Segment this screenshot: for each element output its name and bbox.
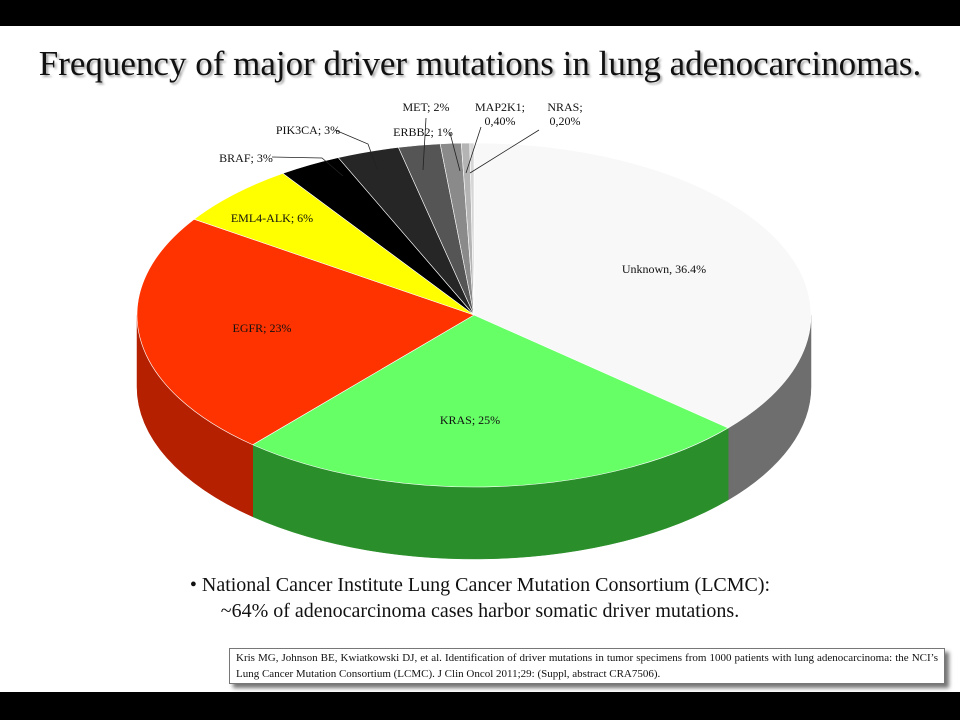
pie-slices (136, 142, 812, 488)
pie-slice-eml4-alk (193, 173, 475, 316)
data-label-braf: BRAF; 3% (219, 151, 273, 165)
slide-title: Frequency of major driver mutations in l… (38, 44, 922, 83)
leader-line-erbb2 (449, 132, 461, 172)
summary-line-1: • National Cancer Institute Lung Cancer … (189, 574, 771, 596)
pie-slice-nras (469, 142, 475, 316)
pie-sides (136, 314, 812, 560)
leader-line-met (422, 117, 427, 171)
leader-line-map2k1 (465, 126, 482, 174)
data-label-eml4-alk: EML4-ALK; 6% (231, 211, 313, 225)
leader-lines (271, 117, 540, 177)
pie-slice-kras (252, 314, 729, 488)
data-label-met: MET; 2% (403, 100, 450, 114)
pie-slice-egfr (136, 218, 475, 446)
data-label-egfr: EGFR; 23% (232, 321, 291, 335)
pie-chart: Unknown, 36.4% KRAS; 25% EGFR; 23% EML4-ALK… (136, 100, 812, 560)
leader-line-braf (271, 156, 344, 177)
leader-line-nras (469, 129, 540, 174)
data-label-nras: NRAS; 0,20% (547, 100, 582, 128)
data-label-pik3ca: PIK3CA; 3% (276, 123, 340, 137)
slide: Frequency of major driver mutations in l… (0, 26, 960, 692)
data-label-erbb2: ERBB2; 1% (393, 125, 453, 139)
data-label-map2k1: MAP2K1; 0,40% (475, 100, 525, 128)
summary-bullet: • National Cancer Institute Lung Cancer … (120, 572, 840, 624)
leader-line-pik3ca (334, 129, 378, 170)
summary-line-2: ~64% of adenocarcinoma cases harbor soma… (220, 600, 740, 622)
pie-slice-unknown (473, 142, 812, 429)
data-labels: Unknown, 36.4% KRAS; 25% EGFR; 23% EML4-ALK… (219, 100, 706, 427)
data-label-kras: KRAS; 25% (440, 413, 500, 427)
data-label-unknown: Unknown, 36.4% (622, 262, 706, 276)
reference-box: Kris MG, Johnson BE, Kwiatkowski DJ, et … (229, 648, 945, 684)
